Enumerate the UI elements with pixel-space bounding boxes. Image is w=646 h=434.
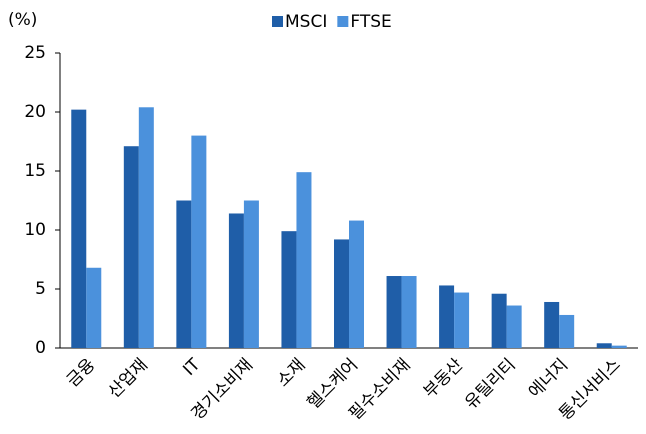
bar xyxy=(71,109,87,348)
y-tick-label: 0 xyxy=(35,338,46,358)
x-tick-label: 금융 xyxy=(63,355,99,391)
y-axis-label: (%) xyxy=(8,10,37,30)
y-tick-label: 10 xyxy=(24,220,46,240)
bar xyxy=(439,285,455,348)
y-tick-label: 20 xyxy=(24,102,46,122)
bar xyxy=(334,239,349,348)
legend-swatch xyxy=(272,16,283,27)
bar xyxy=(191,135,207,348)
bar xyxy=(611,345,627,348)
bar xyxy=(386,276,402,348)
bar xyxy=(596,343,612,348)
legend-swatch xyxy=(337,16,349,27)
y-tick-label: 15 xyxy=(24,161,46,181)
bar xyxy=(491,293,507,348)
bar xyxy=(559,314,575,348)
bar xyxy=(138,107,154,348)
x-tick-label: 소재 xyxy=(273,355,309,391)
bar xyxy=(506,305,522,348)
bar xyxy=(243,200,259,348)
bar xyxy=(401,276,417,348)
x-tick-label: 유틸리티 xyxy=(461,355,519,413)
bar xyxy=(228,213,244,348)
bar xyxy=(176,200,192,348)
y-tick-label: 5 xyxy=(35,279,46,299)
bar xyxy=(544,301,560,348)
x-tick-label: 부동산 xyxy=(420,355,468,403)
bar xyxy=(454,292,470,348)
bar xyxy=(349,220,364,348)
x-tick-label: 산업재 xyxy=(105,355,152,402)
legend-label: FTSE xyxy=(350,12,391,32)
bar xyxy=(86,267,102,348)
bar xyxy=(296,172,312,348)
legend-label: MSCI xyxy=(285,12,327,32)
bar xyxy=(281,231,297,348)
y-tick-label: 25 xyxy=(24,43,46,63)
bar xyxy=(123,146,139,348)
x-tick-label: 에너지 xyxy=(525,355,572,402)
x-tick-label: IT xyxy=(179,354,204,379)
